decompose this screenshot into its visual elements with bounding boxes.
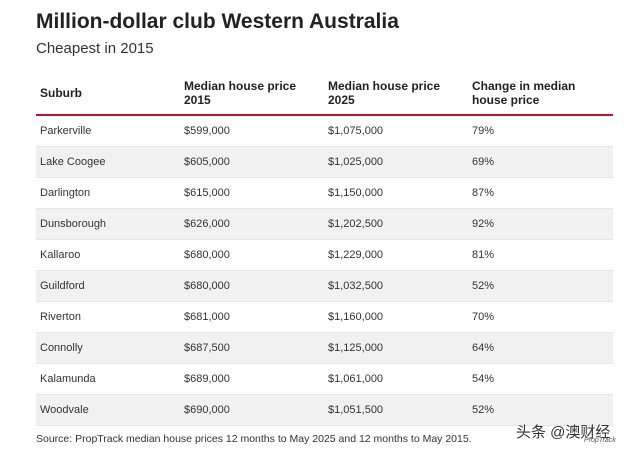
column-header-price-2025: Median house price 2025: [324, 72, 468, 116]
table-row: Parkerville $599,000 $1,075,000 79%: [36, 115, 613, 147]
cell-price-2025: $1,202,500: [324, 208, 468, 240]
cell-change: 64%: [468, 332, 613, 364]
table-row: Riverton $681,000 $1,160,000 70%: [36, 301, 613, 333]
cell-price-2025: $1,229,000: [324, 239, 468, 271]
table-row: Connolly $687,500 $1,125,000 64%: [36, 332, 613, 364]
cell-change: 87%: [468, 177, 613, 209]
header-row: Suburb Median house price 2015 Median ho…: [36, 72, 613, 116]
cell-price-2015: $680,000: [180, 270, 324, 302]
price-table: Suburb Median house price 2015 Median ho…: [36, 72, 613, 426]
cell-suburb: Riverton: [36, 301, 180, 333]
cell-change: 81%: [468, 239, 613, 271]
cell-change: 54%: [468, 363, 613, 395]
cell-price-2015: $605,000: [180, 146, 324, 178]
watermark-text: 头条 @澳财经: [516, 424, 611, 441]
cell-price-2025: $1,150,000: [324, 177, 468, 209]
cell-price-2015: $599,000: [180, 115, 324, 147]
cell-price-2025: $1,061,000: [324, 363, 468, 395]
cell-suburb: Guildford: [36, 270, 180, 302]
cell-change: 70%: [468, 301, 613, 333]
table-row: Woodvale $690,000 $1,051,500 52%: [36, 394, 613, 426]
cell-price-2025: $1,051,500: [324, 394, 468, 426]
cell-suburb: Kalamunda: [36, 363, 180, 395]
column-header-suburb: Suburb: [36, 72, 180, 116]
cell-suburb: Kallaroo: [36, 239, 180, 271]
cell-price-2025: $1,125,000: [324, 332, 468, 364]
cell-price-2025: $1,075,000: [324, 115, 468, 147]
cell-change: 92%: [468, 208, 613, 240]
source-note: Source: PropTrack median house prices 12…: [36, 433, 472, 445]
cell-price-2015: $687,500: [180, 332, 324, 364]
cell-suburb: Dunsborough: [36, 208, 180, 240]
cell-price-2015: $690,000: [180, 394, 324, 426]
table-row: Darlington $615,000 $1,150,000 87%: [36, 177, 613, 209]
column-header-price-2015: Median house price 2015: [180, 72, 324, 116]
cell-price-2025: $1,032,500: [324, 270, 468, 302]
cell-price-2015: $615,000: [180, 177, 324, 209]
table-row: Lake Coogee $605,000 $1,025,000 69%: [36, 146, 613, 178]
cell-change: 52%: [468, 270, 613, 302]
table-row: Kalamunda $689,000 $1,061,000 54%: [36, 363, 613, 395]
cell-suburb: Connolly: [36, 332, 180, 364]
cell-price-2015: $681,000: [180, 301, 324, 333]
cell-price-2015: $680,000: [180, 239, 324, 271]
cell-suburb: Lake Coogee: [36, 146, 180, 178]
cell-suburb: Parkerville: [36, 115, 180, 147]
cell-suburb: Woodvale: [36, 394, 180, 426]
cell-price-2025: $1,025,000: [324, 146, 468, 178]
chart-title: Million-dollar club Western Australia: [36, 10, 399, 33]
table-body: Parkerville $599,000 $1,075,000 79% Lake Coo…: [36, 115, 613, 426]
column-header-change: Change in median house price: [468, 72, 613, 116]
table-row: Guildford $680,000 $1,032,500 52%: [36, 270, 613, 302]
cell-suburb: Darlington: [36, 177, 180, 209]
watermark-brand: PropTrack: [584, 437, 616, 444]
chart-subtitle: Cheapest in 2015: [36, 40, 154, 57]
cell-price-2025: $1,160,000: [324, 301, 468, 333]
table-row: Dunsborough $626,000 $1,202,500 92%: [36, 208, 613, 240]
cell-change: 69%: [468, 146, 613, 178]
table-row: Kallaroo $680,000 $1,229,000 81%: [36, 239, 613, 271]
cell-change: 52%: [468, 394, 613, 426]
cell-change: 79%: [468, 115, 613, 147]
cell-price-2015: $689,000: [180, 363, 324, 395]
cell-price-2015: $626,000: [180, 208, 324, 240]
